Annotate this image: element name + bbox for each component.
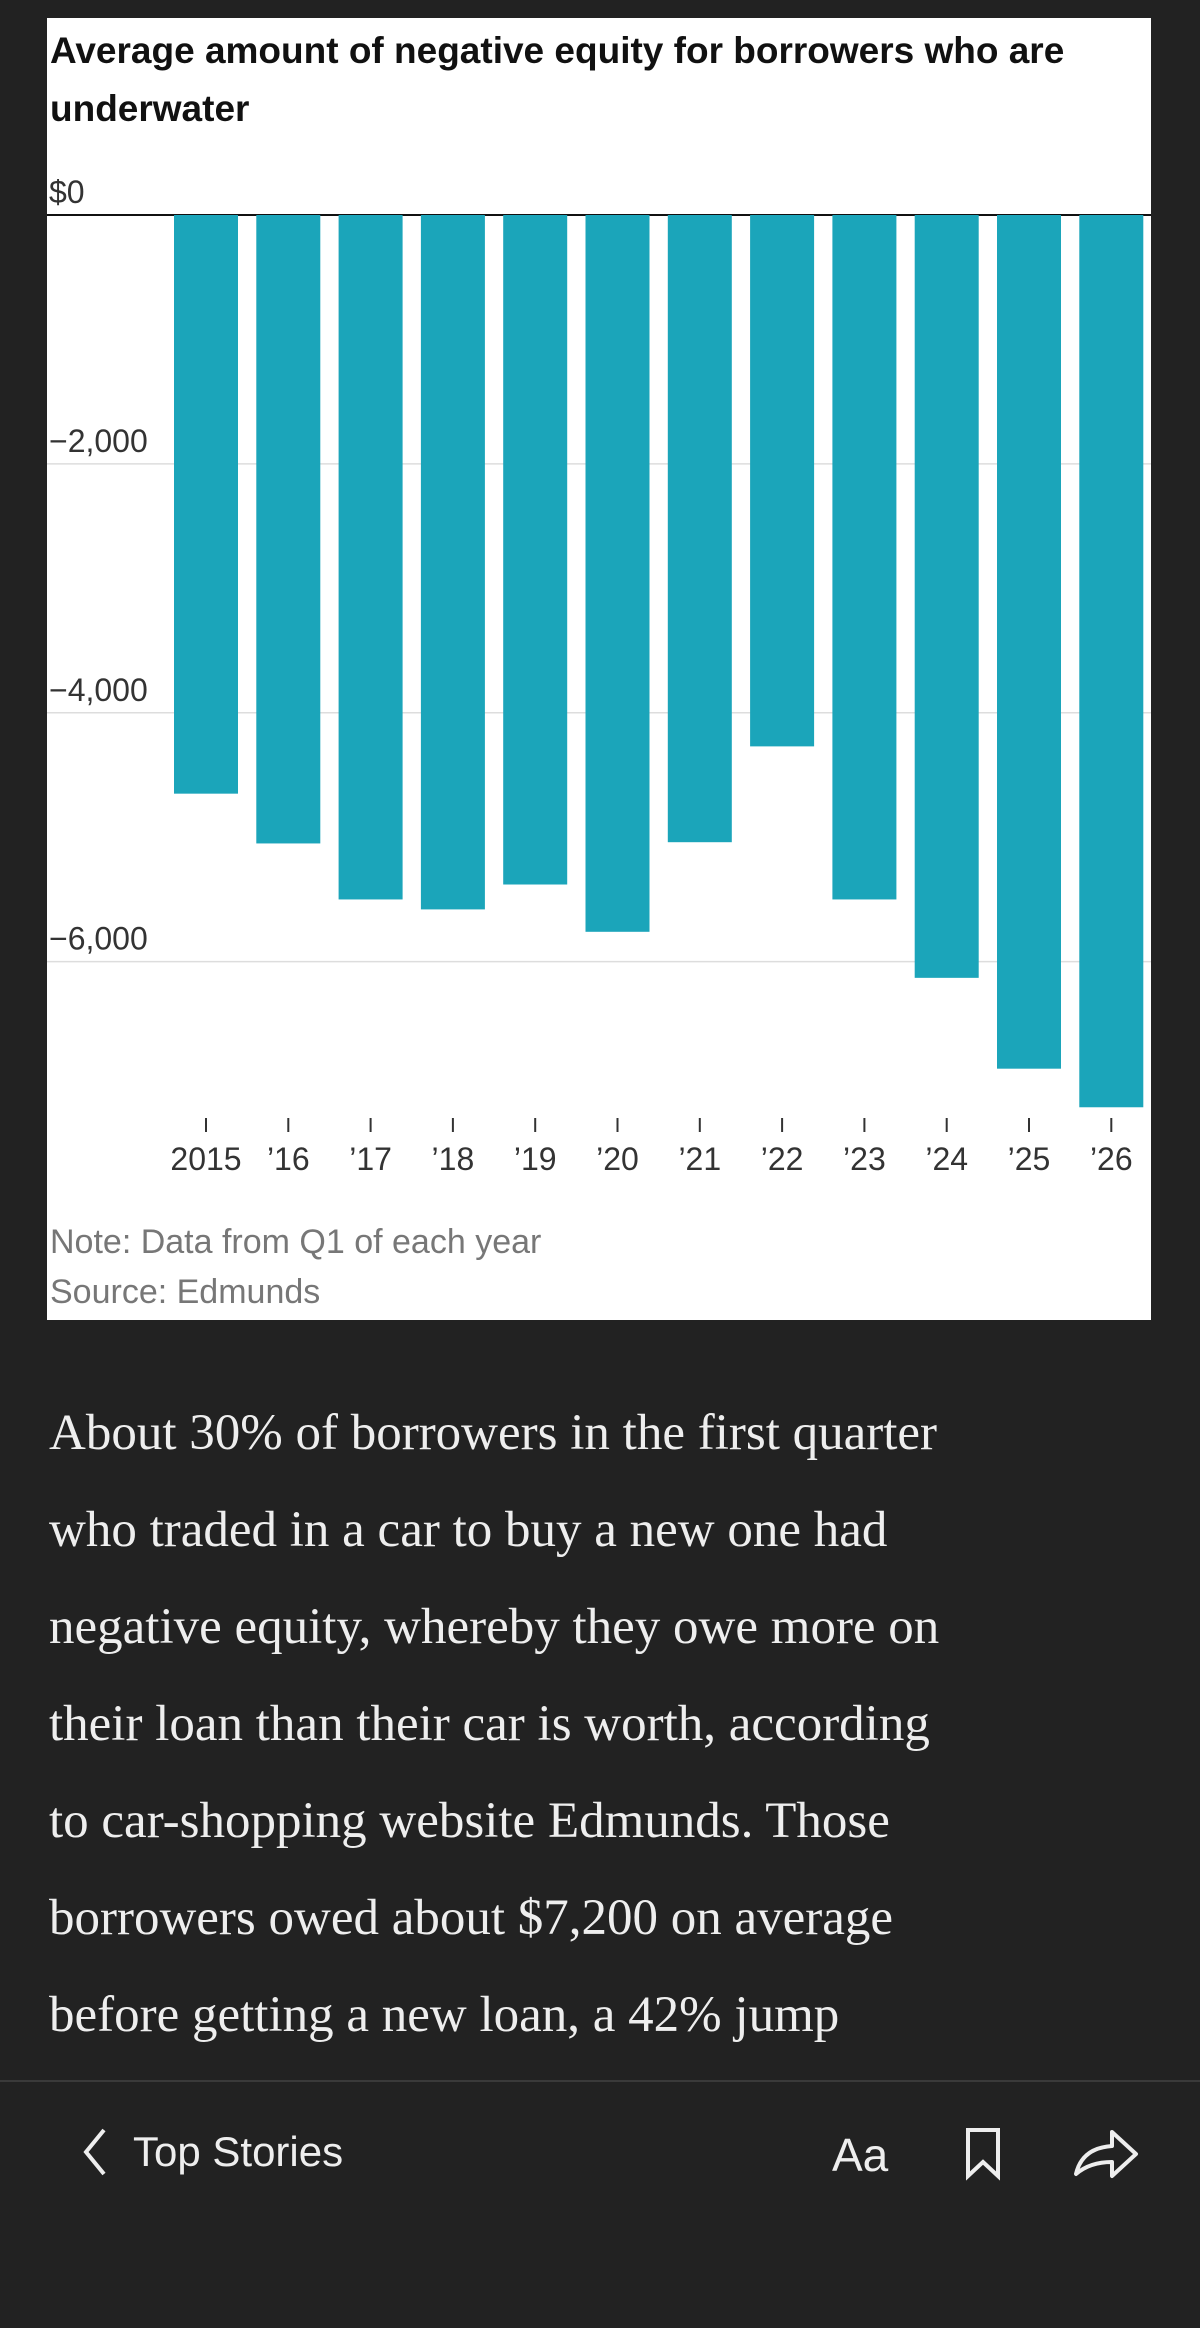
note: Note: Data from Q1 of each year <box>50 1223 542 1261</box>
chart: $0 −2,000 −4,000 −6,000 2015 ’16 ’17 ’18 ’19 ’20 ’… <box>47 174 1151 1177</box>
y-tick-label: $0 <box>49 174 85 210</box>
chart-card: Average amount of negative equity for bo… <box>47 18 1151 1320</box>
article-line: borrowers owed about $7,200 on average <box>49 1890 894 1946</box>
x-tick-label: ’17 <box>349 1141 392 1177</box>
x-tick-label: ’26 <box>1090 1141 1133 1177</box>
x-tick-label: ’22 <box>761 1141 804 1177</box>
bar <box>174 215 238 794</box>
nav-icons <box>83 2128 1138 2181</box>
back-icon[interactable] <box>83 2128 106 2176</box>
article-line: negative equity, whereby they owe more o… <box>49 1599 940 1655</box>
bar <box>503 215 568 885</box>
y-tick-label: −4,000 <box>49 672 148 708</box>
x-tick-label: ’21 <box>678 1141 721 1177</box>
x-tick-label: ’19 <box>514 1141 557 1177</box>
article: About 30% of borrowers in the first quar… <box>49 1385 939 2064</box>
article-line: About 30% of borrowers in the first quar… <box>49 1405 938 1461</box>
x-tick-label: ’23 <box>843 1141 886 1177</box>
back-link[interactable]: Top Stories <box>133 2128 344 2175</box>
article-line: who traded in a car to buy a new one had <box>49 1502 888 1558</box>
bar <box>256 215 321 844</box>
bar <box>667 215 732 843</box>
chart-title: Average amount of negative equity for bo… <box>50 30 1065 129</box>
x-tick-label: ’16 <box>267 1141 310 1177</box>
y-tick-label: −2,000 <box>49 423 148 459</box>
bar <box>1079 215 1144 1108</box>
article-line: their loan than their car is worth, acco… <box>49 1696 930 1752</box>
bar <box>585 215 650 932</box>
source: Source: Edmunds <box>50 1273 321 1311</box>
bar <box>832 215 897 900</box>
x-tick-label: ’24 <box>925 1141 968 1177</box>
x-tick-label: ’20 <box>596 1141 639 1177</box>
article-line: before getting a new loan, a 42% jump <box>49 1987 840 2043</box>
bookmark-icon[interactable] <box>966 2128 1000 2181</box>
bar <box>750 215 815 747</box>
article-line: to car-shopping website Edmunds. Those <box>49 1793 890 1849</box>
bar <box>997 215 1061 1069</box>
y-tick-label: −6,000 <box>49 921 148 957</box>
x-tick-label: ’25 <box>1008 1141 1051 1177</box>
nav-bar: Top Stories Aa <box>0 2080 1200 2328</box>
bar <box>914 215 979 978</box>
bar <box>420 215 485 910</box>
share-icon[interactable] <box>1074 2130 1138 2178</box>
x-tick-label: ’18 <box>432 1141 475 1177</box>
font-button[interactable]: Aa <box>832 2129 889 2181</box>
x-tick-label: 2015 <box>170 1141 241 1177</box>
bar <box>338 215 403 900</box>
